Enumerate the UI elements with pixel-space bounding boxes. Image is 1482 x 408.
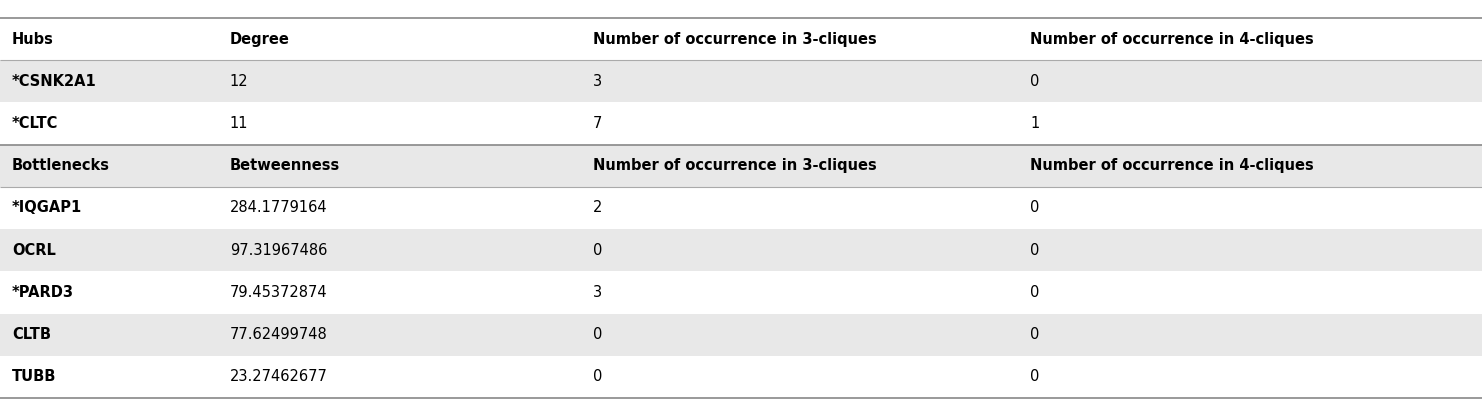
Text: Hubs: Hubs xyxy=(12,31,53,47)
Text: Betweenness: Betweenness xyxy=(230,158,339,173)
Bar xyxy=(0,60,1482,102)
Text: 0: 0 xyxy=(1030,369,1039,384)
Text: 11: 11 xyxy=(230,116,247,131)
Text: 284.1779164: 284.1779164 xyxy=(230,200,328,215)
Text: 7: 7 xyxy=(593,116,602,131)
Text: 0: 0 xyxy=(593,243,602,258)
Text: 0: 0 xyxy=(1030,327,1039,342)
Text: TUBB: TUBB xyxy=(12,369,56,384)
Text: 3: 3 xyxy=(593,74,602,89)
Text: Number of occurrence in 3-cliques: Number of occurrence in 3-cliques xyxy=(593,158,876,173)
Bar xyxy=(0,229,1482,271)
Text: CLTB: CLTB xyxy=(12,327,50,342)
Bar xyxy=(0,356,1482,398)
Text: 3: 3 xyxy=(593,285,602,300)
Text: 2: 2 xyxy=(593,200,602,215)
Bar xyxy=(0,145,1482,187)
Text: *IQGAP1: *IQGAP1 xyxy=(12,200,82,215)
Text: 0: 0 xyxy=(593,369,602,384)
Text: 77.62499748: 77.62499748 xyxy=(230,327,328,342)
Bar xyxy=(0,314,1482,356)
Text: 0: 0 xyxy=(1030,285,1039,300)
Text: Number of occurrence in 4-cliques: Number of occurrence in 4-cliques xyxy=(1030,31,1313,47)
Text: Number of occurrence in 4-cliques: Number of occurrence in 4-cliques xyxy=(1030,158,1313,173)
Text: Bottlenecks: Bottlenecks xyxy=(12,158,110,173)
Text: Number of occurrence in 3-cliques: Number of occurrence in 3-cliques xyxy=(593,31,876,47)
Text: 0: 0 xyxy=(593,327,602,342)
Text: 0: 0 xyxy=(1030,243,1039,258)
Text: 1: 1 xyxy=(1030,116,1039,131)
Text: 79.45372874: 79.45372874 xyxy=(230,285,328,300)
Text: 23.27462677: 23.27462677 xyxy=(230,369,328,384)
Text: OCRL: OCRL xyxy=(12,243,56,258)
Text: 0: 0 xyxy=(1030,74,1039,89)
Text: 97.31967486: 97.31967486 xyxy=(230,243,328,258)
Text: 0: 0 xyxy=(1030,200,1039,215)
Text: *PARD3: *PARD3 xyxy=(12,285,74,300)
Bar xyxy=(0,18,1482,60)
Text: Degree: Degree xyxy=(230,31,289,47)
Text: *CLTC: *CLTC xyxy=(12,116,58,131)
Bar xyxy=(0,102,1482,145)
Bar xyxy=(0,271,1482,314)
Bar xyxy=(0,187,1482,229)
Text: *CSNK2A1: *CSNK2A1 xyxy=(12,74,96,89)
Text: 12: 12 xyxy=(230,74,249,89)
